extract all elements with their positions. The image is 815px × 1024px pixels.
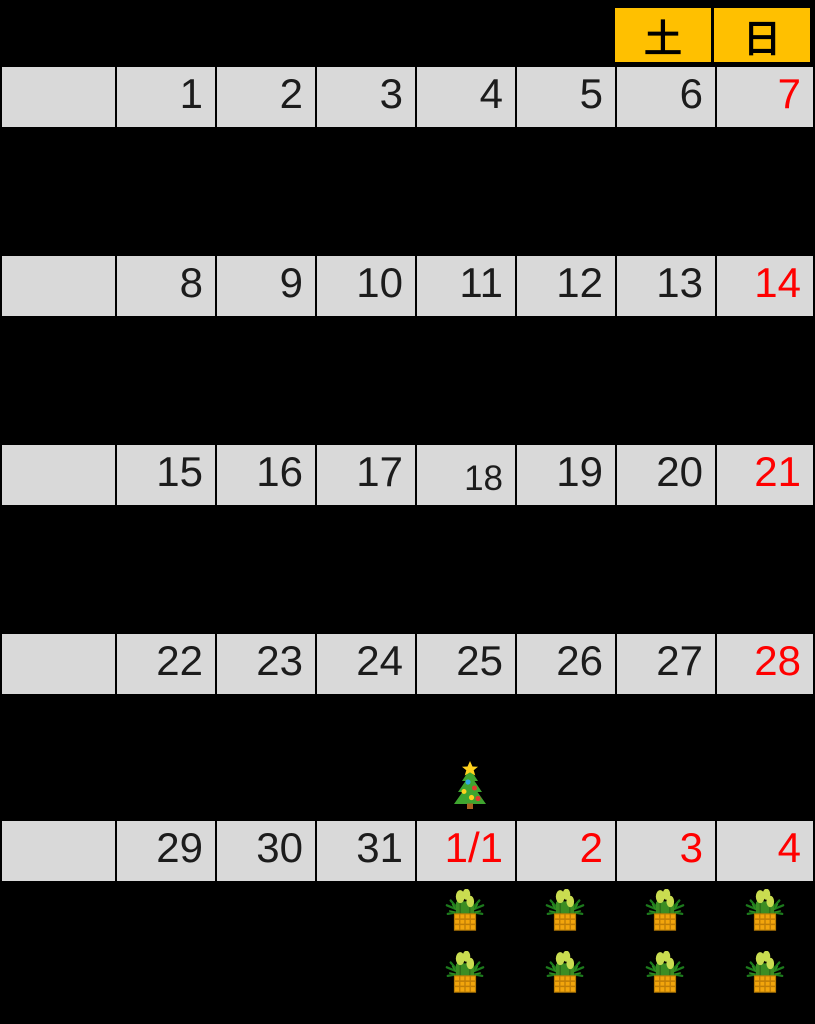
date-cell-2: 2 — [515, 819, 615, 883]
date-label: 4 — [777, 824, 801, 871]
date-label: 24 — [356, 637, 403, 684]
weekday-label: 日 — [742, 18, 781, 61]
kadomatsu-icon — [443, 951, 487, 995]
date-label: 26 — [556, 637, 603, 684]
date-label: 3 — [679, 824, 703, 871]
date-cell-25: 25 — [415, 632, 515, 696]
date-cell-30: 30 — [215, 819, 315, 883]
date-label: 25 — [456, 637, 503, 684]
date-label: 1/1 — [444, 824, 503, 871]
date-label: 31 — [356, 824, 403, 871]
date-cell-15: 15 — [115, 443, 215, 507]
date-label: 2 — [279, 70, 303, 117]
date-cell-21: 21 — [715, 443, 815, 507]
empty-cell — [0, 443, 115, 507]
empty-cell — [0, 254, 115, 318]
date-label: 1 — [179, 70, 203, 117]
date-label: 15 — [156, 448, 203, 495]
date-label: 2 — [579, 824, 603, 871]
date-label: 16 — [256, 448, 303, 495]
date-cell-29: 29 — [115, 819, 215, 883]
date-label: 22 — [156, 637, 203, 684]
date-cell-10: 10 — [315, 254, 415, 318]
empty-cell — [0, 819, 115, 883]
date-label: 3 — [379, 70, 403, 117]
kadomatsu-icon — [743, 889, 787, 933]
date-label: 23 — [256, 637, 303, 684]
date-cell-3: 3 — [315, 65, 415, 129]
date-label: 29 — [156, 824, 203, 871]
date-label: 5 — [579, 70, 603, 117]
date-label: 28 — [754, 637, 801, 684]
date-cell-9: 9 — [215, 254, 315, 318]
date-cell-1: 1 — [115, 65, 215, 129]
date-cell-14: 14 — [715, 254, 815, 318]
christmas-tree-icon — [447, 760, 493, 810]
date-cell-7: 7 — [715, 65, 815, 129]
date-label: 19 — [556, 448, 603, 495]
calendar-week-row: 15 16 17 18 19 20 21 — [0, 443, 815, 507]
date-label: 12 — [556, 259, 603, 306]
date-cell-8: 8 — [115, 254, 215, 318]
date-cell-27: 27 — [615, 632, 715, 696]
date-label: 4 — [479, 70, 503, 117]
date-label: 7 — [777, 70, 801, 117]
weekday-label: 土 — [643, 18, 682, 61]
date-cell-23: 23 — [215, 632, 315, 696]
date-label: 10 — [356, 259, 403, 306]
date-label: 8 — [179, 259, 203, 306]
kadomatsu-icon — [743, 951, 787, 995]
date-cell-5: 5 — [515, 65, 615, 129]
date-cell-6: 6 — [615, 65, 715, 129]
date-label: 27 — [656, 637, 703, 684]
date-cell-13: 13 — [615, 254, 715, 318]
kadomatsu-icon — [543, 889, 587, 933]
date-label: 17 — [356, 448, 403, 495]
date-cell-16: 16 — [215, 443, 315, 507]
date-cell-11: 11 — [415, 254, 515, 318]
date-label: 30 — [256, 824, 303, 871]
date-cell-31: 31 — [315, 819, 415, 883]
kadomatsu-icon — [643, 951, 687, 995]
date-cell-4: 4 — [415, 65, 515, 129]
date-cell-26: 26 — [515, 632, 615, 696]
date-label: 13 — [656, 259, 703, 306]
date-cell-4: 4 — [715, 819, 815, 883]
kadomatsu-icon — [443, 889, 487, 933]
date-cell-3: 3 — [615, 819, 715, 883]
date-cell-20: 20 — [615, 443, 715, 507]
date-label: 20 — [656, 448, 703, 495]
empty-cell — [0, 632, 115, 696]
date-cell-18: 18 — [415, 443, 515, 507]
weekday-header-sunday: 日 — [711, 5, 813, 65]
date-cell-2: 2 — [215, 65, 315, 129]
date-cell-12: 12 — [515, 254, 615, 318]
date-label: 14 — [754, 259, 801, 306]
kadomatsu-icon — [543, 951, 587, 995]
date-cell-22: 22 — [115, 632, 215, 696]
calendar-week-row: 22 23 24 25 26 27 28 — [0, 632, 815, 696]
date-label: 18 — [464, 458, 503, 498]
date-cell-28: 28 — [715, 632, 815, 696]
calendar-week-row: 1 2 3 4 5 6 7 — [0, 65, 815, 129]
date-label: 21 — [754, 448, 801, 495]
weekday-header: 土 日 — [612, 5, 813, 65]
date-label: 11 — [459, 259, 503, 306]
date-label: 9 — [279, 259, 303, 306]
kadomatsu-icon — [643, 889, 687, 933]
date-cell-19: 19 — [515, 443, 615, 507]
date-label: 6 — [679, 70, 703, 117]
calendar-week-row: 29 30 31 1/1 2 3 4 — [0, 819, 815, 883]
date-cell-17: 17 — [315, 443, 415, 507]
calendar-week-row: 8 9 10 11 12 13 14 — [0, 254, 815, 318]
date-cell-24: 24 — [315, 632, 415, 696]
weekday-header-saturday: 土 — [612, 5, 714, 65]
empty-cell — [0, 65, 115, 129]
date-cell-1-1: 1/1 — [415, 819, 515, 883]
